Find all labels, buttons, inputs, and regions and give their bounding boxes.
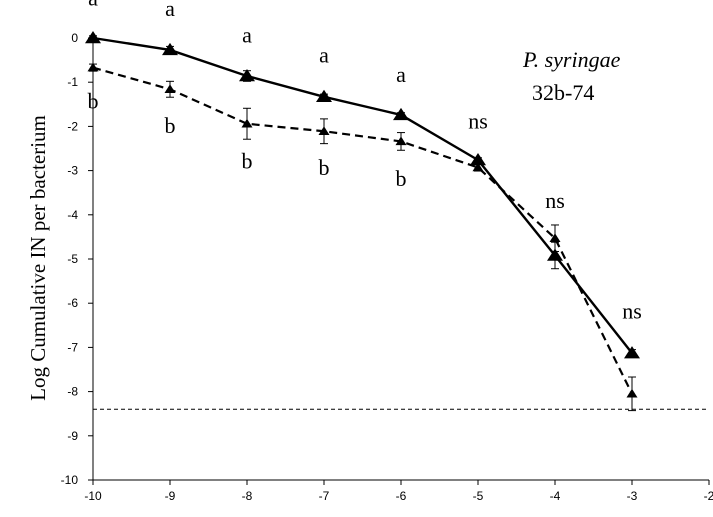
x-tick-label: -7 [319,489,330,503]
data-point-marker [162,42,178,56]
data-point-marker [87,62,99,72]
x-tick-label: -6 [396,489,407,503]
significance-label: ns [622,299,642,324]
y-tick-label: -6 [67,296,78,310]
data-point-marker [241,118,253,128]
y-tick-label: -8 [67,385,78,399]
legend-species: P. syringae [522,47,621,72]
x-tick-label: -9 [165,489,176,503]
y-tick-label: -10 [61,473,79,487]
data-point-marker [624,346,640,359]
annotations-group: a a a a a b b b b b ns ns ns [88,0,642,324]
y-axis-label: Log Cumulative IN per bacterium [26,115,50,401]
data-point-marker [164,84,176,94]
significance-label: b [396,166,407,191]
y-tick-label: -2 [67,119,78,133]
x-tick-label: -10 [84,489,102,503]
significance-label: b [165,113,176,138]
y-tick-label: -7 [67,340,78,354]
y-tick-label: 0 [71,31,78,45]
series-line-dashed [92,66,633,395]
x-tick-label: -4 [550,489,561,503]
significance-label: b [319,155,330,180]
x-tick-label: -3 [627,489,638,503]
x-tick-label: -5 [473,489,484,503]
significance-label: a [165,0,175,21]
significance-label: a [242,22,252,47]
data-point-marker [318,126,330,136]
series-line-solid [92,36,633,354]
series-group [85,31,640,412]
data-point-marker [395,136,407,146]
y-tick-label: -1 [67,75,78,89]
significance-label: ns [545,188,565,213]
data-point-marker [316,89,332,103]
significance-label: ns [468,109,488,134]
significance-label: a [396,62,406,87]
y-tick-label: -9 [67,429,78,443]
data-point-marker [472,162,484,172]
data-point-marker [239,69,255,82]
significance-label: b [242,148,253,173]
data-point-marker [626,388,638,398]
data-point-marker [549,233,561,242]
significance-label: a [88,0,98,11]
y-tick-label: -3 [67,164,78,178]
y-tick-label: -5 [67,252,78,266]
significance-label: a [319,42,329,67]
y-tick-label: -4 [67,208,78,222]
data-point-marker [470,152,486,166]
data-point-marker [393,107,409,121]
x-tick-label: -8 [242,489,253,503]
legend-strain: 32b-74 [532,80,594,105]
x-tick-label: -2 [704,489,713,503]
data-point-marker [85,31,101,44]
data-point-marker [547,248,563,261]
axes: 0 -1 -2 -3 -4 -5 -6 -7 -8 -9 -10 -10 -9 -8 -7 -6 -5 -4 -3 -… [61,31,713,503]
significance-label: b [88,89,99,114]
